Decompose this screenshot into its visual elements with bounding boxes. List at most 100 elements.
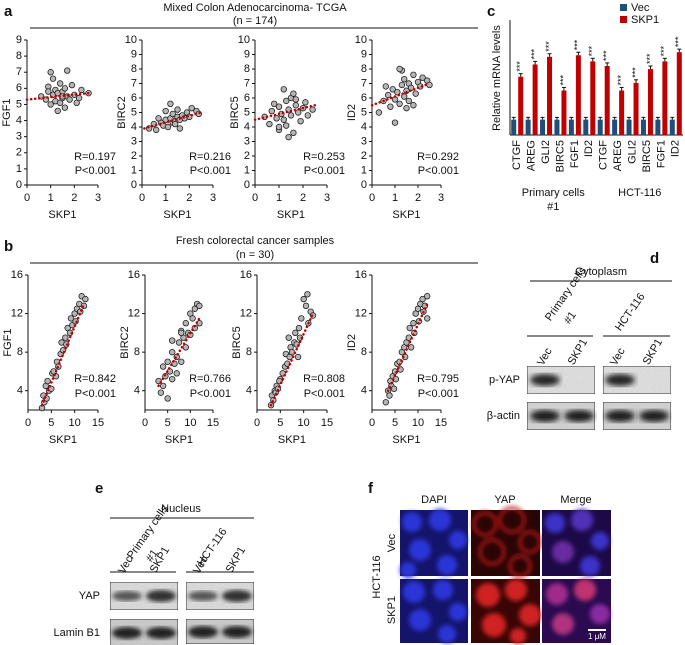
point — [290, 129, 297, 136]
x-axis-label: SKP1 — [165, 434, 193, 446]
y-tick-label: 7 — [16, 66, 22, 78]
y-tick-label: 5 — [244, 106, 250, 118]
point — [176, 125, 184, 132]
x-tick-label: 2 — [71, 192, 77, 204]
point — [266, 120, 273, 128]
significance: *** — [544, 41, 554, 52]
row-label: β-actin — [487, 410, 520, 422]
legend-label: Vec — [631, 2, 650, 14]
point — [304, 291, 311, 298]
x-tick-label: 1 — [392, 192, 398, 204]
point — [188, 104, 195, 112]
y-tick-label: 3 — [16, 131, 22, 143]
x-tick-label: 0 — [369, 417, 375, 429]
point — [62, 334, 69, 341]
y-tick-label: 3 — [244, 135, 250, 147]
y-axis-label: ID2 — [346, 334, 358, 351]
row-label: p-YAP — [489, 374, 520, 386]
y-tick-label: 9 — [361, 48, 367, 60]
x-tick-label: 1 — [276, 192, 282, 204]
point — [419, 295, 426, 303]
point — [302, 302, 310, 310]
point — [175, 339, 183, 346]
point — [389, 86, 396, 93]
group-label: HCT-116 — [613, 291, 648, 333]
legend-swatch — [620, 16, 627, 23]
bar — [540, 119, 546, 135]
point — [386, 392, 393, 399]
point — [47, 69, 54, 76]
panel-label: f — [368, 480, 374, 497]
y-tick-label: 8 — [361, 346, 367, 358]
y-tick-label: 3 — [361, 135, 367, 147]
annotation: R=0.292 — [417, 151, 459, 163]
point — [61, 85, 69, 92]
bar — [604, 66, 610, 135]
point — [387, 103, 394, 110]
point — [300, 295, 307, 303]
point — [178, 358, 185, 365]
bar — [568, 119, 574, 135]
point — [174, 106, 181, 113]
x-tick-label: 0 — [24, 192, 30, 204]
bar — [676, 52, 682, 136]
y-tick-label: 8 — [16, 50, 22, 62]
point — [304, 112, 311, 119]
point — [268, 107, 275, 115]
y-tick-label: 0 — [244, 179, 250, 191]
y-tick-label: 2 — [131, 150, 137, 162]
point — [152, 126, 160, 134]
bar — [597, 119, 603, 135]
x-tick-label: 15 — [321, 417, 333, 429]
annotation: P<0.001 — [304, 388, 345, 400]
y-tick-label: 2 — [16, 147, 22, 159]
point — [56, 80, 64, 87]
x-tick-label: ID2 — [670, 140, 682, 157]
point — [419, 74, 426, 81]
group-label: #1 — [547, 201, 559, 213]
group-label: #1 — [144, 547, 161, 564]
point — [302, 99, 309, 106]
point — [45, 88, 52, 95]
y-axis-label: BIRC2 — [119, 326, 131, 358]
point — [283, 122, 290, 129]
y-tick-label: 10 — [238, 34, 250, 46]
bar — [525, 119, 531, 135]
lane-label: SKP1 — [566, 337, 590, 367]
x-tick-label: GLI2 — [540, 140, 552, 164]
x-tick-label: FGF1 — [655, 140, 667, 168]
point — [273, 115, 280, 122]
lane-label: SKP1 — [224, 545, 248, 575]
y-tick-label: 0 — [16, 179, 22, 191]
y-axis-label: BIRC2 — [116, 96, 128, 128]
annotation: R=0.766 — [189, 373, 231, 385]
point — [54, 107, 61, 115]
x-tick-label: 15 — [207, 417, 219, 429]
x-tick-label: CTGF — [511, 140, 523, 170]
point — [162, 107, 169, 115]
point — [280, 116, 287, 123]
y-axis-label: FGF1 — [1, 98, 13, 126]
annotation: P<0.001 — [304, 165, 345, 177]
point — [78, 86, 85, 94]
point — [382, 83, 389, 90]
y-tick-label: 3 — [131, 135, 137, 147]
point — [283, 97, 290, 105]
x-axis-label: SKP1 — [49, 434, 77, 446]
panel-subtitle: (n = 174) — [233, 15, 277, 27]
panel-subtitle: (n = 30) — [236, 249, 274, 261]
point — [287, 112, 295, 119]
x-tick-label: BIRC5 — [641, 140, 653, 172]
micrographs — [400, 506, 611, 644]
point — [164, 123, 172, 131]
y-tick-label: 4 — [16, 114, 22, 126]
bar — [511, 119, 517, 135]
point — [189, 315, 196, 322]
y-tick-label: 12 — [355, 307, 367, 319]
x-tick-label: 10 — [298, 417, 310, 429]
x-tick-label: 2 — [186, 192, 192, 204]
y-tick-label: 4 — [361, 121, 367, 133]
y-tick-label: 12 — [128, 307, 140, 319]
point — [384, 91, 392, 99]
x-axis-label: SKP1 — [278, 434, 306, 446]
